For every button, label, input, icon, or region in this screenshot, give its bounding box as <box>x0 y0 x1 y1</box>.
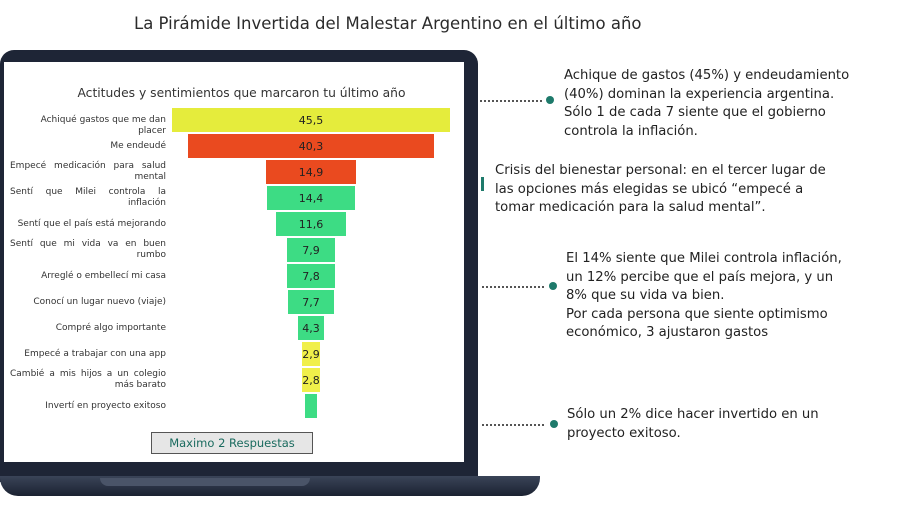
bar-value-label: 7,9 <box>302 243 320 257</box>
annotation-1: Achique de gastos (45%) y endeudamiento … <box>564 67 894 141</box>
annotation-1-line: controla la inflación. <box>564 123 698 139</box>
funnel-bar: 11,6 <box>275 212 347 236</box>
funnel-bar: 14,9 <box>265 160 357 184</box>
bar-value-label: 14,9 <box>298 165 324 179</box>
annotation-3-line: Por cada persona que siente optimismo <box>566 306 828 322</box>
funnel-bar: 14,4 <box>267 186 355 210</box>
category-label: Sentí que el país está mejorando <box>17 219 166 229</box>
max-responses-box: Maximo 2 Respuestas <box>151 432 313 454</box>
annotation-bullet-4 <box>550 420 558 428</box>
bar-value-label: 4,3 <box>302 321 320 335</box>
annotation-3-line: un 12% percibe que el país mejora, y un <box>566 269 834 285</box>
annotation-4: Sólo un 2% dice hacer invertido en un pr… <box>567 406 887 443</box>
chart-title: Actitudes y sentimientos que marcaron tu… <box>77 86 406 100</box>
funnel-bar: 45,5 <box>172 108 450 132</box>
annotation-2-line: Crisis del bienestar personal: en el ter… <box>495 163 826 178</box>
annotation-4-line: proyecto exitoso. <box>567 425 681 441</box>
funnel-bar: 40,3 <box>188 134 434 158</box>
annotation-2: Crisis del bienestar personal: en el ter… <box>495 162 895 218</box>
funnel-bar: 7,8 <box>287 264 335 288</box>
laptop-screen: Actitudes y sentimientos que marcaron tu… <box>4 62 464 462</box>
annotation-marker-2 <box>481 177 484 191</box>
category-label: Conocí un lugar nuevo (viaje) <box>33 297 166 307</box>
annotation-connector-1 <box>480 100 542 102</box>
bar-value-label: 40,3 <box>298 139 324 153</box>
annotation-3-line: 8% que su vida va bien. <box>566 288 725 303</box>
annotation-1-line: Sólo 1 de cada 7 siente que el gobierno <box>564 105 826 120</box>
category-label: Achiqué gastos que me dan placer <box>40 115 166 136</box>
annotation-4-line: Sólo un 2% dice hacer invertido en un <box>567 407 819 422</box>
funnel-bar: 7,7 <box>287 290 335 314</box>
annotation-1-line: (40%) dominan la experiencia argentina. <box>564 86 835 102</box>
category-label: Sentí que mi vida va en buen rumbo <box>10 239 166 260</box>
annotation-bullet-1 <box>546 96 554 104</box>
page-title: La Pirámide Invertida del Malestar Argen… <box>134 14 642 33</box>
category-label: Empecé a trabajar con una app <box>24 349 166 359</box>
bar-value-label: 2,8 <box>302 373 320 387</box>
annotation-bullet-3 <box>549 282 557 290</box>
annotation-connector-3 <box>482 286 544 288</box>
annotation-2-line: las opciones más elegidas se ubicó “empe… <box>495 181 804 197</box>
category-label: Sentí que Milei controla la inflación <box>10 187 166 208</box>
category-label: Me endeudé <box>110 141 166 151</box>
funnel-bar: 2,9 <box>302 342 320 366</box>
bar-value-label: 7,7 <box>302 295 320 309</box>
category-label: Compré algo importante <box>55 323 166 333</box>
annotation-connector-4 <box>482 424 544 426</box>
annotation-3-line: El 14% siente que Milei controla inflaci… <box>566 251 842 266</box>
funnel-bar: 4,3 <box>297 316 325 340</box>
bar-value-label: 7,8 <box>302 269 320 283</box>
annotation-3: El 14% siente que Milei controla inflaci… <box>566 250 886 343</box>
annotation-3-line: económico, 3 ajustaron gastos <box>566 325 769 340</box>
annotation-2-line: tomar medicación para la salud mental”. <box>495 200 766 215</box>
bar-value-label: 2,9 <box>302 347 320 361</box>
category-label: Cambié a mis hijos a un colegio más bara… <box>10 369 166 390</box>
category-label: Invertí en proyecto exitoso <box>45 401 166 411</box>
annotation-1-line: Achique de gastos (45%) y endeudamiento <box>564 68 850 83</box>
funnel-bar <box>304 394 318 418</box>
laptop-notch <box>100 478 310 486</box>
bar-value-label: 14,4 <box>298 191 324 205</box>
category-label: Arreglé o embellecí mi casa <box>41 271 166 281</box>
category-label: Empecé medicación para salud mental <box>10 161 166 182</box>
funnel-bar: 7,9 <box>286 238 336 262</box>
bar-value-label: 11,6 <box>298 217 324 231</box>
funnel-bar: 2,8 <box>302 368 320 392</box>
bar-value-label: 45,5 <box>298 113 324 127</box>
